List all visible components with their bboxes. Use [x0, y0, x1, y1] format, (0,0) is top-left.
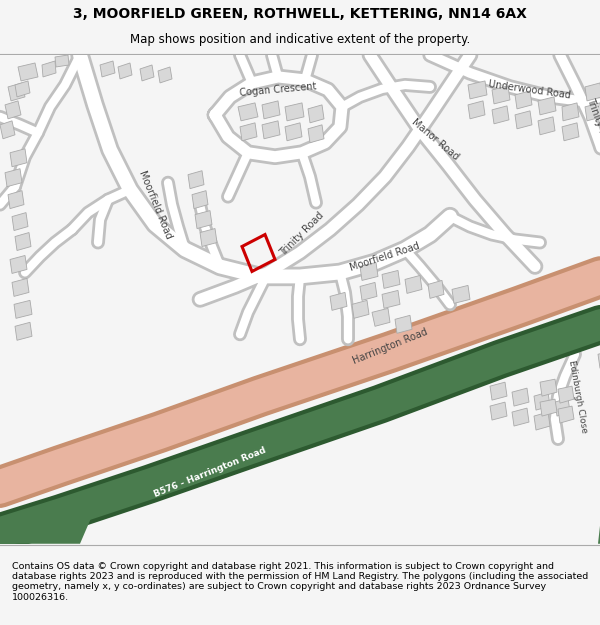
Polygon shape	[382, 291, 400, 308]
Polygon shape	[100, 61, 115, 77]
Polygon shape	[562, 103, 579, 121]
Polygon shape	[428, 281, 444, 298]
Polygon shape	[555, 398, 570, 416]
Polygon shape	[12, 278, 29, 296]
Polygon shape	[140, 65, 154, 81]
Polygon shape	[558, 386, 574, 403]
Polygon shape	[10, 256, 27, 274]
Polygon shape	[540, 399, 557, 416]
Polygon shape	[405, 276, 422, 293]
Polygon shape	[468, 81, 487, 99]
Polygon shape	[55, 55, 69, 67]
Polygon shape	[0, 121, 15, 139]
Polygon shape	[512, 408, 529, 426]
Polygon shape	[42, 61, 56, 77]
Text: 3, MOORFIELD GREEN, ROTHWELL, KETTERING, NN14 6AX: 3, MOORFIELD GREEN, ROTHWELL, KETTERING,…	[73, 7, 527, 21]
Text: Contains OS data © Crown copyright and database right 2021. This information is : Contains OS data © Crown copyright and d…	[12, 562, 588, 602]
Text: Underwood Road: Underwood Road	[488, 79, 572, 101]
Text: Manor Road: Manor Road	[409, 118, 461, 162]
Polygon shape	[490, 402, 507, 420]
Polygon shape	[285, 103, 304, 121]
Polygon shape	[118, 63, 132, 79]
Polygon shape	[192, 191, 208, 209]
Text: B576 - Harrington Road: B576 - Harrington Road	[152, 445, 268, 499]
Polygon shape	[490, 382, 507, 400]
Polygon shape	[188, 171, 204, 189]
Polygon shape	[534, 392, 550, 410]
Polygon shape	[308, 125, 324, 142]
Polygon shape	[598, 519, 600, 544]
Polygon shape	[352, 301, 369, 318]
Polygon shape	[12, 213, 28, 231]
Polygon shape	[330, 292, 347, 311]
Polygon shape	[515, 91, 532, 109]
Polygon shape	[540, 379, 557, 396]
Polygon shape	[360, 262, 378, 281]
Polygon shape	[14, 301, 32, 318]
Polygon shape	[308, 105, 324, 123]
Text: Map shows position and indicative extent of the property.: Map shows position and indicative extent…	[130, 33, 470, 46]
Polygon shape	[558, 406, 574, 423]
Polygon shape	[538, 97, 556, 115]
Polygon shape	[562, 123, 579, 141]
Polygon shape	[598, 350, 600, 368]
Polygon shape	[240, 123, 257, 141]
Text: Moorfield Road: Moorfield Road	[137, 169, 173, 240]
Polygon shape	[492, 106, 509, 124]
Text: Trinity Road: Trinity Road	[278, 211, 326, 258]
Polygon shape	[285, 123, 302, 141]
Polygon shape	[468, 101, 485, 119]
Text: Cogan Crescent: Cogan Crescent	[239, 82, 317, 98]
Polygon shape	[395, 316, 412, 333]
Polygon shape	[262, 121, 280, 139]
Polygon shape	[360, 282, 377, 301]
Polygon shape	[18, 63, 38, 81]
Polygon shape	[8, 191, 24, 209]
Polygon shape	[492, 86, 510, 104]
Polygon shape	[10, 149, 27, 167]
Text: Edinburgh Close: Edinburgh Close	[567, 359, 589, 433]
Polygon shape	[15, 81, 30, 97]
Text: Harrington Road: Harrington Road	[351, 327, 429, 366]
Polygon shape	[200, 229, 217, 246]
Polygon shape	[372, 308, 390, 326]
Polygon shape	[534, 412, 550, 430]
Polygon shape	[8, 83, 25, 101]
Polygon shape	[5, 101, 21, 119]
Polygon shape	[585, 83, 600, 101]
Polygon shape	[262, 101, 280, 119]
Polygon shape	[512, 388, 529, 406]
Polygon shape	[515, 111, 532, 129]
Polygon shape	[238, 103, 258, 121]
Polygon shape	[382, 271, 400, 288]
Polygon shape	[452, 286, 470, 303]
Polygon shape	[158, 67, 172, 83]
Polygon shape	[195, 211, 212, 229]
Polygon shape	[15, 232, 31, 251]
Text: Moorfield Road: Moorfield Road	[349, 241, 421, 272]
Polygon shape	[538, 117, 555, 135]
Polygon shape	[585, 103, 600, 121]
Polygon shape	[0, 502, 95, 544]
Polygon shape	[5, 169, 22, 187]
Polygon shape	[15, 322, 32, 340]
Text: Trinity Road: Trinity Road	[586, 96, 600, 154]
